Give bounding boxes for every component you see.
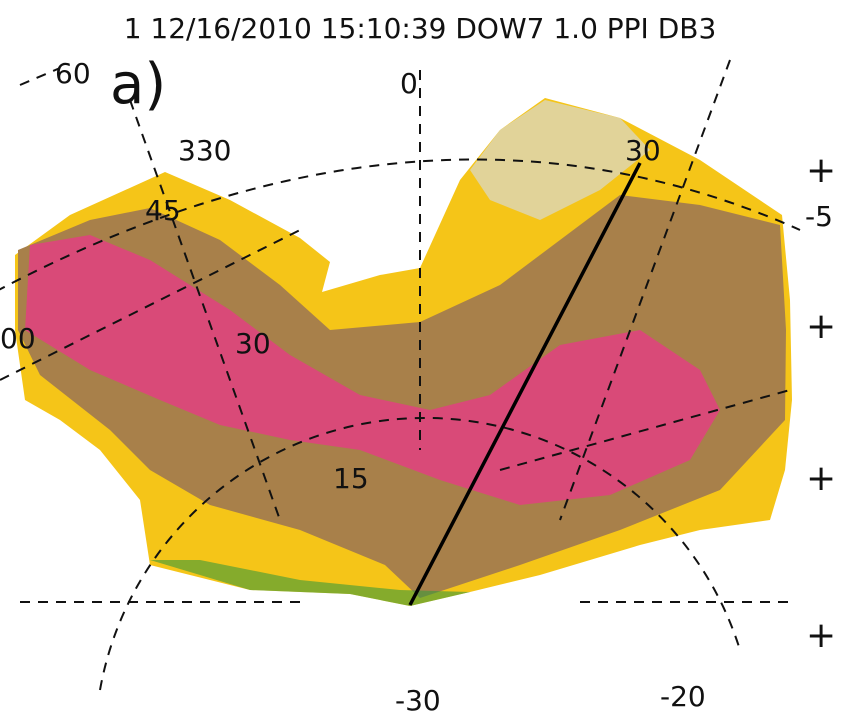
label: -30 [395, 684, 441, 717]
label: 30 [235, 327, 271, 360]
title: 1 12/16/2010 15:10:39 DOW7 1.0 PPI DB3 [124, 12, 717, 45]
label: 45 [145, 194, 181, 227]
marker: + [806, 458, 836, 499]
marker: + [806, 150, 836, 191]
radar-figure: 1 12/16/2010 15:10:39 DOW7 1.0 PPI DB3 a… [0, 0, 846, 720]
label: -5 [805, 200, 833, 233]
label: 60 [55, 57, 91, 90]
label: 30 [625, 134, 661, 167]
marker: + [806, 615, 836, 656]
marker: + [806, 306, 836, 347]
label: 330 [178, 134, 231, 167]
panel-label: a) [110, 52, 166, 117]
label: 15 [333, 462, 369, 495]
label: 00 [0, 322, 36, 355]
label: -20 [660, 680, 706, 713]
label: 0 [400, 67, 418, 100]
